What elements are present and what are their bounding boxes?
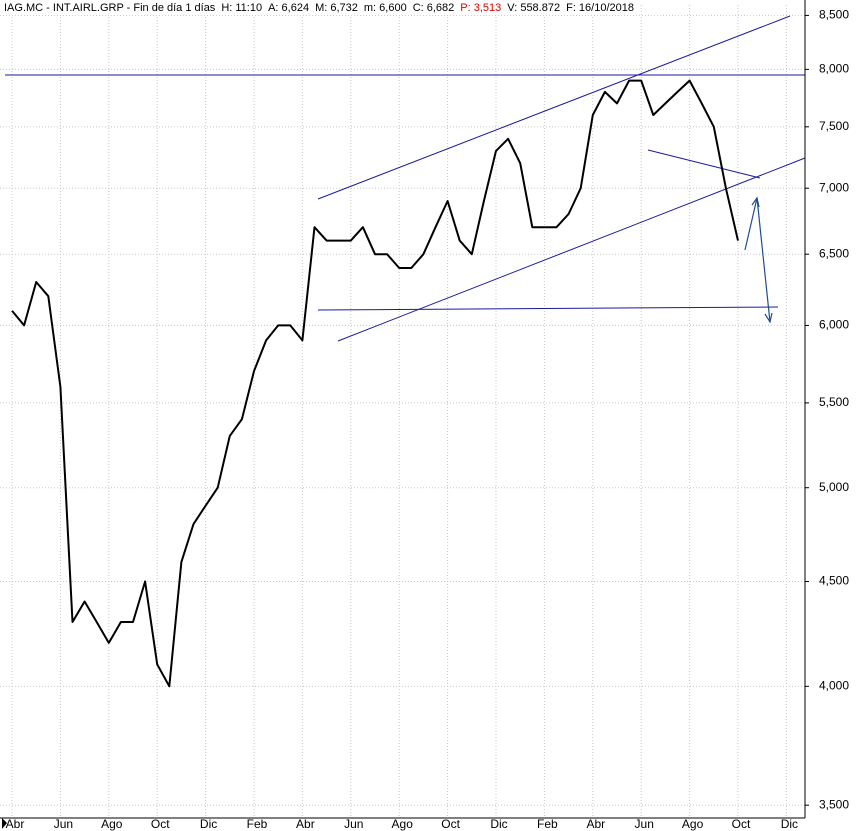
x-tick-label: Oct [151,817,170,831]
scroll-arrow [2,818,7,829]
x-tick-label: Oct [732,817,751,831]
header-stat: M: 6,732 [315,2,358,14]
x-tick-label: Abr [296,817,315,831]
forecast-arrows [744,196,773,324]
title: IAG.MC - INT.AIRL.GRP - Fin de día 1 día… [4,2,216,14]
header: IAG.MC - INT.AIRL.GRP - Fin de día 1 día… [4,2,634,14]
header-bg [0,0,624,15]
x-tick-label: Feb [247,817,268,831]
x-tick-label: Abr [6,817,25,831]
plot [11,79,739,688]
x-tick-label: Ago [392,817,414,831]
header-stat: m: 6,600 [364,2,407,14]
x-tick-label: Jun [344,817,363,831]
trend-lines [5,15,806,342]
y-tick-label: 5,500 [819,395,849,409]
header-stat: P: 3,513 [460,2,501,14]
x-tick-label: Dic [490,817,507,831]
y-tick-label: 3,500 [819,797,849,811]
x-tick-label: Dic [781,817,798,831]
header-stat: H: 11:10 [221,2,262,14]
y-tick-label: 8,000 [819,62,849,76]
x-tick-label: Abr [586,817,605,831]
header-stat: V: 558.872 [507,2,560,14]
price-line [11,79,739,688]
y-tick-label: 7,000 [819,180,849,194]
x-tick-label: Ago [101,817,123,831]
header-stat: A: 6,624 [268,2,309,14]
y-tick-label: 4,000 [819,679,849,693]
x-tick-label: Ago [682,817,704,831]
y-tick-label: 4,500 [819,574,849,588]
x-tick-label: Jun [54,817,73,831]
x-tick-label: Oct [441,817,460,831]
header-stat: C: 6,682 [413,2,455,14]
y-tick-label: 6,000 [819,318,849,332]
header-stat: F: 16/10/2018 [566,2,634,14]
x-tick-label: Feb [537,817,558,831]
y-tick-label: 8,500 [819,8,849,22]
x-tick-label: Jun [635,817,654,831]
y-tick-label: 6,500 [819,246,849,260]
y-tick-label: 7,500 [819,119,849,133]
y-tick-label: 5,000 [819,480,849,494]
x-tick-label: Dic [200,817,217,831]
grid [0,5,805,818]
